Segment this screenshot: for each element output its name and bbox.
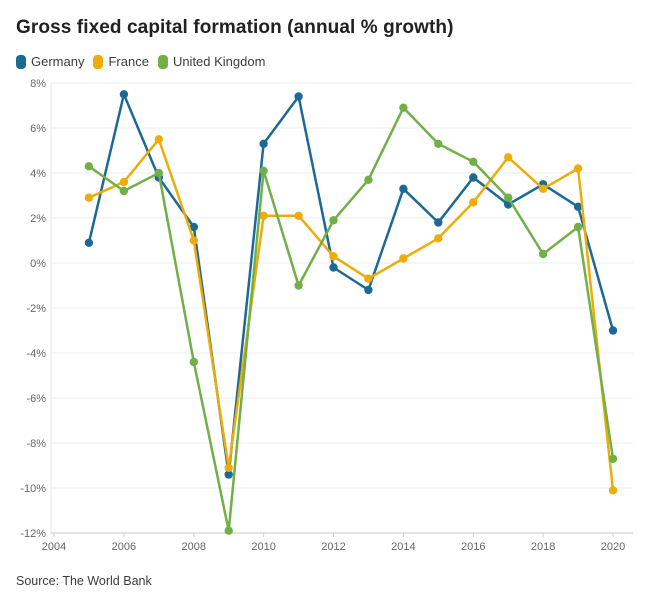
legend-label: France [108,54,149,69]
legend-label: United Kingdom [172,54,266,69]
data-point-united-kingdom-2016 [469,157,478,166]
data-point-germany-2009 [224,470,233,479]
y-tick-label: 4% [30,168,46,180]
data-point-united-kingdom-2015 [434,139,443,148]
data-point-united-kingdom-2011 [294,281,303,290]
data-point-france-2010 [259,211,268,220]
y-tick-label: -6% [26,393,46,405]
data-point-united-kingdom-2005 [84,162,94,171]
data-point-germany-2012 [329,263,338,272]
data-point-germany-2016 [469,173,478,182]
data-point-france-2020 [608,486,618,495]
data-point-france-2017 [504,153,513,162]
data-point-france-2005 [84,193,94,202]
source-note: Source: The World Bank [16,574,152,588]
data-point-united-kingdom-2019 [573,222,583,232]
data-point-united-kingdom-2010 [259,166,268,175]
x-tick-label: 2020 [601,541,625,553]
legend: Germany France United Kingdom [16,54,650,69]
data-point-france-2009 [224,463,233,472]
data-point-united-kingdom-2018 [538,249,548,259]
data-point-france-2018 [538,184,548,193]
x-tick-label: 2018 [531,541,555,553]
y-tick-label: -4% [26,348,46,360]
data-point-france-2007 [154,135,163,144]
data-point-germany-2020 [608,326,618,335]
x-tick-label: 2016 [461,541,485,553]
series-line-united-kingdom [87,106,615,532]
data-point-united-kingdom-2007 [154,168,163,178]
x-tick-label: 2008 [182,541,206,553]
data-point-france-2011 [294,211,303,220]
series-line-germany [87,93,615,476]
legend-swatch [157,54,168,69]
data-point-france-2014 [399,254,408,263]
x-tick-label: 2014 [391,541,415,553]
series-line-france [87,138,615,492]
y-tick-label: 6% [30,123,46,135]
data-point-france-2013 [364,274,373,283]
legend-swatch [93,54,104,69]
data-point-germany-2010 [259,139,268,148]
data-point-france-2012 [329,252,338,261]
data-point-united-kingdom-2009 [224,526,233,535]
legend-item-germany: Germany [16,54,84,69]
data-point-united-kingdom-2014 [399,103,408,112]
data-point-united-kingdom-2006 [119,186,129,196]
data-point-germany-2005 [84,238,94,247]
data-point-france-2019 [573,164,583,173]
y-tick-label: 2% [30,213,46,225]
data-point-germany-2014 [399,184,408,193]
data-point-germany-2015 [434,218,443,227]
x-tick-label: 2004 [42,541,66,553]
data-point-france-2008 [189,236,198,245]
y-tick-label: -12% [20,528,46,540]
data-point-france-2006 [119,177,129,187]
data-point-united-kingdom-2012 [329,216,338,225]
x-tick-label: 2012 [321,541,345,553]
data-point-france-2016 [469,198,478,207]
data-point-united-kingdom-2020 [608,454,618,463]
data-point-germany-2006 [119,90,129,99]
x-tick-label: 2006 [112,541,136,553]
data-point-united-kingdom-2013 [364,175,373,184]
data-point-france-2015 [434,234,443,243]
legend-swatch [16,54,26,69]
y-tick-label: 8% [30,78,46,90]
data-point-germany-2008 [189,222,198,232]
x-tick-label: 2010 [251,541,275,553]
line-chart: 8% 6% 4% 2% 0% -2% -4% -6% -8% -10% -12%2004 2006 20… [20,78,633,553]
data-point-united-kingdom-2008 [189,357,198,367]
y-tick-label: -2% [26,303,46,315]
y-tick-label: 0% [30,258,46,270]
y-tick-label: -10% [20,483,46,495]
legend-item-france: France [93,54,149,69]
chart-title: Gross fixed capital formation (annual % … [16,17,454,38]
data-point-germany-2013 [364,285,373,295]
data-point-germany-2019 [573,202,583,211]
y-tick-label: -8% [26,438,46,450]
legend-label: Germany [31,54,85,69]
data-point-germany-2011 [294,92,303,101]
data-point-united-kingdom-2017 [504,193,513,202]
legend-item-united-kingdom: United Kingdom [157,54,266,69]
